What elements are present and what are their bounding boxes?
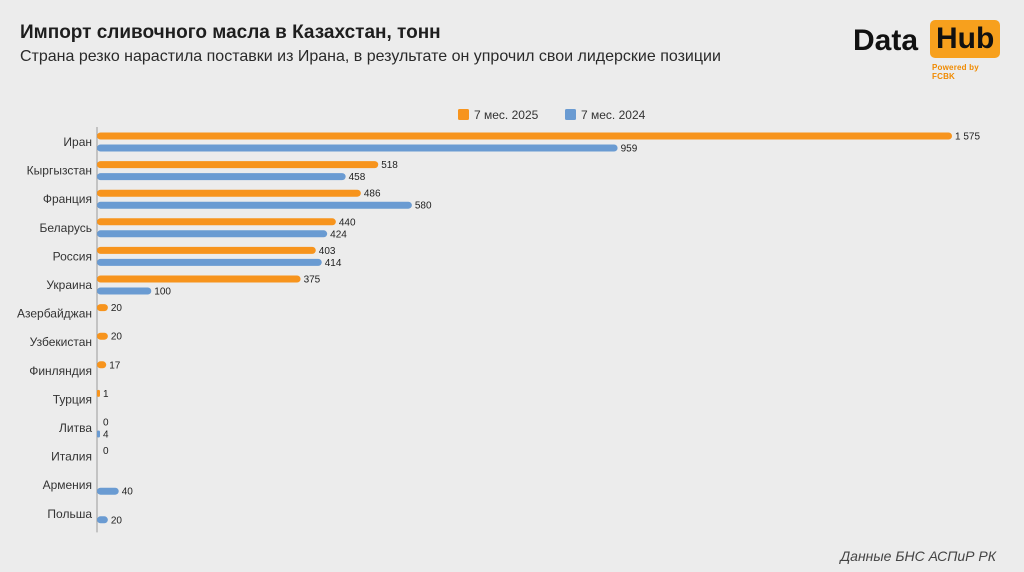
data-label: 424 bbox=[330, 229, 347, 240]
category-label: Франция bbox=[43, 192, 92, 206]
data-label: 486 bbox=[364, 189, 381, 200]
category-label: Литва bbox=[59, 421, 92, 435]
data-label: 1 575 bbox=[955, 132, 980, 143]
category-label: Финляндия bbox=[29, 364, 92, 378]
legend-swatch bbox=[458, 109, 469, 120]
legend-label: 7 мес. 2024 bbox=[581, 108, 646, 122]
bar bbox=[97, 516, 108, 524]
logo-word-hub: Hub bbox=[930, 20, 1001, 58]
logo-word-data: Data bbox=[853, 24, 919, 57]
bar-chart: 7 мес. 2025 7 мес. 2024 Иран 1 575 959 Кыргыз… bbox=[17, 108, 980, 533]
bar bbox=[97, 389, 100, 397]
category-label: Беларусь bbox=[40, 221, 92, 235]
bar bbox=[97, 487, 119, 495]
bar bbox=[97, 218, 336, 226]
data-label: 414 bbox=[325, 258, 342, 269]
data-label: 4 bbox=[103, 430, 109, 441]
datahub-logo: Data Hub Powered by FCBK bbox=[851, 18, 1003, 81]
bar bbox=[97, 258, 322, 266]
data-label: 17 bbox=[109, 360, 121, 371]
legend: 7 мес. 2025 7 мес. 2024 bbox=[458, 108, 646, 122]
legend-swatch bbox=[565, 109, 576, 120]
data-label: 20 bbox=[111, 515, 123, 526]
category-label: Кыргызстан bbox=[27, 164, 92, 178]
bar bbox=[97, 201, 412, 209]
data-label: 959 bbox=[621, 144, 638, 155]
data-label: 20 bbox=[111, 332, 123, 343]
bar bbox=[97, 189, 361, 197]
category-label: Армения bbox=[43, 478, 92, 492]
data-label: 20 bbox=[111, 303, 123, 314]
bar bbox=[97, 230, 328, 238]
category-label: Россия bbox=[53, 249, 92, 263]
bar bbox=[97, 173, 346, 181]
data-source-note: Данные БНС АСПиР РК bbox=[840, 548, 996, 564]
bar bbox=[97, 361, 107, 369]
data-label: 580 bbox=[415, 201, 432, 212]
data-label: 0 bbox=[103, 446, 109, 457]
chart-title: Импорт сливочного масла в Казахстан, тон… bbox=[20, 22, 441, 43]
bar bbox=[97, 275, 301, 283]
data-label: 403 bbox=[319, 246, 336, 257]
category-label: Иран bbox=[63, 135, 92, 149]
category-label: Италия bbox=[51, 450, 92, 464]
data-label: 375 bbox=[304, 275, 321, 286]
bar bbox=[97, 430, 100, 438]
chart-subtitle: Страна резко нарастила поставки из Ирана… bbox=[20, 48, 721, 65]
data-label: 100 bbox=[154, 287, 171, 298]
data-label: 458 bbox=[349, 172, 366, 183]
bar bbox=[97, 246, 316, 254]
data-label: 40 bbox=[122, 487, 134, 498]
bar bbox=[97, 144, 618, 152]
data-label: 440 bbox=[339, 217, 356, 228]
data-label: 518 bbox=[381, 160, 398, 171]
data-label: 0 bbox=[103, 418, 109, 429]
bar bbox=[97, 161, 379, 169]
bar bbox=[97, 287, 152, 295]
category-label: Азербайджан bbox=[17, 307, 92, 321]
legend-label: 7 мес. 2025 bbox=[474, 108, 539, 122]
bar bbox=[97, 332, 108, 340]
category-label: Польша bbox=[47, 507, 92, 521]
bar bbox=[97, 132, 952, 140]
logo-powered-by: Powered by FCBK bbox=[932, 63, 979, 81]
category-label: Турция bbox=[53, 392, 92, 406]
data-label: 1 bbox=[103, 389, 109, 400]
bar bbox=[97, 304, 108, 312]
category-label: Украина bbox=[46, 278, 92, 292]
category-label: Узбекистан bbox=[30, 335, 92, 349]
